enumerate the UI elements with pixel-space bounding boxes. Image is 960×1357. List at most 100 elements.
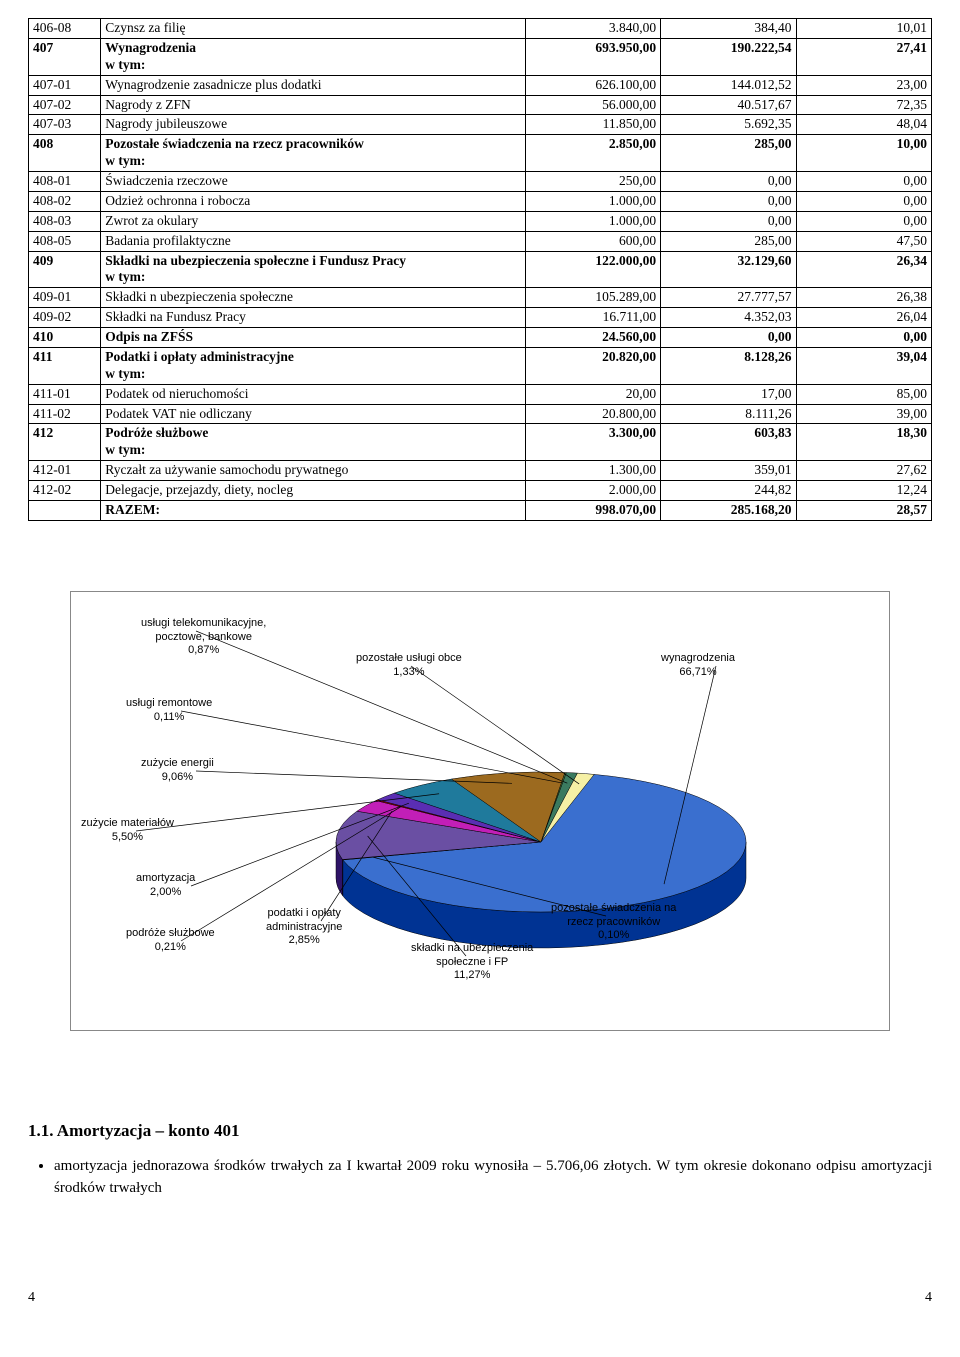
cell-code: 412 bbox=[29, 424, 101, 461]
cell-name: Składki n ubezpieczenia społeczne bbox=[101, 288, 525, 308]
cell-code: 411-02 bbox=[29, 404, 101, 424]
cell-name: Wynagrodzeniaw tym: bbox=[101, 38, 525, 75]
cell-code: 408-05 bbox=[29, 231, 101, 251]
cell-name: Zwrot za okulary bbox=[101, 211, 525, 231]
cell-v2: 384,40 bbox=[661, 19, 796, 39]
table-row: 411Podatki i opłaty administracyjnew tym… bbox=[29, 347, 932, 384]
section-heading: 1.1. Amortyzacja – konto 401 bbox=[28, 1121, 932, 1141]
cell-v3: 72,35 bbox=[796, 95, 931, 115]
cell-v1: 600,00 bbox=[525, 231, 660, 251]
cell-v1: 3.840,00 bbox=[525, 19, 660, 39]
cell-v2: 0,00 bbox=[661, 211, 796, 231]
cell-v1: 16.711,00 bbox=[525, 308, 660, 328]
cell-code: 409 bbox=[29, 251, 101, 288]
cell-v2: 4.352,03 bbox=[661, 308, 796, 328]
cost-table-body: 406-08Czynsz za filię3.840,00384,4010,01… bbox=[29, 19, 932, 521]
cell-name: Nagrody jubileuszowe bbox=[101, 115, 525, 135]
chart-label: usługi remontowe 0,11% bbox=[126, 697, 212, 725]
chart-label: amortyzacja 2,00% bbox=[136, 872, 195, 900]
table-row: 408-02Odzież ochronna i robocza1.000,000… bbox=[29, 191, 932, 211]
cell-name: Podatek od nieruchomości bbox=[101, 384, 525, 404]
cell-v3: 26,04 bbox=[796, 308, 931, 328]
chart-label: zużycie energii 9,06% bbox=[141, 757, 214, 785]
table-row: 407-03Nagrody jubileuszowe11.850,005.692… bbox=[29, 115, 932, 135]
cell-v1: 998.070,00 bbox=[525, 500, 660, 520]
table-row: 407Wynagrodzeniaw tym:693.950,00190.222,… bbox=[29, 38, 932, 75]
cell-v2: 244,82 bbox=[661, 481, 796, 501]
cell-name: Wynagrodzenie zasadnicze plus dodatki bbox=[101, 75, 525, 95]
cell-name: Podatek VAT nie odliczany bbox=[101, 404, 525, 424]
cell-code: 410 bbox=[29, 328, 101, 348]
table-row: 408-05Badania profilaktyczne600,00285,00… bbox=[29, 231, 932, 251]
cell-v2: 5.692,35 bbox=[661, 115, 796, 135]
cell-code: 408 bbox=[29, 135, 101, 172]
cell-v2: 27.777,57 bbox=[661, 288, 796, 308]
cell-v3: 27,41 bbox=[796, 38, 931, 75]
cell-v3: 23,00 bbox=[796, 75, 931, 95]
cell-v2: 0,00 bbox=[661, 328, 796, 348]
cell-v3: 28,57 bbox=[796, 500, 931, 520]
cell-v3: 27,62 bbox=[796, 461, 931, 481]
cell-name: Świadczenia rzeczowe bbox=[101, 172, 525, 192]
cell-name: Badania profilaktyczne bbox=[101, 231, 525, 251]
cell-v3: 48,04 bbox=[796, 115, 931, 135]
cell-v1: 626.100,00 bbox=[525, 75, 660, 95]
table-row: 408-01Świadczenia rzeczowe250,000,000,00 bbox=[29, 172, 932, 192]
cell-v2: 603,83 bbox=[661, 424, 796, 461]
bullet-item: amortyzacja jednorazowa środków trwałych… bbox=[54, 1155, 932, 1200]
table-row: 409Składki na ubezpieczenia społeczne i … bbox=[29, 251, 932, 288]
table-row: 407-01Wynagrodzenie zasadnicze plus doda… bbox=[29, 75, 932, 95]
chart-label: składki na ubezpieczenia społeczne i FP … bbox=[411, 942, 533, 983]
cell-name: Odpis na ZFŚS bbox=[101, 328, 525, 348]
cell-v2: 144.012,52 bbox=[661, 75, 796, 95]
cell-v1: 250,00 bbox=[525, 172, 660, 192]
table-row: 409-01Składki n ubezpieczenia społeczne1… bbox=[29, 288, 932, 308]
cell-v3: 0,00 bbox=[796, 172, 931, 192]
chart-label: wynagrodzenia 66,71% bbox=[661, 652, 735, 680]
cell-v1: 1.000,00 bbox=[525, 191, 660, 211]
cell-v2: 40.517,67 bbox=[661, 95, 796, 115]
cell-name: Nagrody z ZFN bbox=[101, 95, 525, 115]
page-number-right: 4 bbox=[925, 1290, 932, 1306]
cell-v3: 10,00 bbox=[796, 135, 931, 172]
chart-label: pozostałe świadczenia na rzecz pracownik… bbox=[551, 902, 676, 943]
cell-code: 407-02 bbox=[29, 95, 101, 115]
chart-label: zużycie materiałów 5,50% bbox=[81, 817, 174, 845]
cell-v1: 24.560,00 bbox=[525, 328, 660, 348]
cell-v3: 0,00 bbox=[796, 211, 931, 231]
cell-v1: 2.850,00 bbox=[525, 135, 660, 172]
cell-v3: 18,30 bbox=[796, 424, 931, 461]
cell-name: Delegacje, przejazdy, diety, nocleg bbox=[101, 481, 525, 501]
cell-name: Składki na ubezpieczenia społeczne i Fun… bbox=[101, 251, 525, 288]
cell-name: Odzież ochronna i robocza bbox=[101, 191, 525, 211]
cell-code: 407 bbox=[29, 38, 101, 75]
cell-name: Ryczałt za używanie samochodu prywatnego bbox=[101, 461, 525, 481]
cell-code: 412-02 bbox=[29, 481, 101, 501]
cell-name: RAZEM: bbox=[101, 500, 525, 520]
cell-code: 408-01 bbox=[29, 172, 101, 192]
cell-v3: 39,00 bbox=[796, 404, 931, 424]
cell-v3: 47,50 bbox=[796, 231, 931, 251]
cell-v1: 693.950,00 bbox=[525, 38, 660, 75]
cell-v3: 10,01 bbox=[796, 19, 931, 39]
cell-name: Składki na Fundusz Pracy bbox=[101, 308, 525, 328]
cell-code: 411 bbox=[29, 347, 101, 384]
cell-v3: 12,24 bbox=[796, 481, 931, 501]
cell-v2: 0,00 bbox=[661, 172, 796, 192]
cell-v1: 1.300,00 bbox=[525, 461, 660, 481]
cell-code: 409-02 bbox=[29, 308, 101, 328]
cell-v2: 190.222,54 bbox=[661, 38, 796, 75]
chart-label: usługi telekomunikacyjne, pocztowe, bank… bbox=[141, 617, 266, 658]
chart-label: podróże służbowe 0,21% bbox=[126, 927, 215, 955]
table-row: 408Pozostałe świadczenia na rzecz pracow… bbox=[29, 135, 932, 172]
cell-v1: 20,00 bbox=[525, 384, 660, 404]
cell-v2: 8.111,26 bbox=[661, 404, 796, 424]
table-row: 410Odpis na ZFŚS24.560,000,000,00 bbox=[29, 328, 932, 348]
cell-v2: 359,01 bbox=[661, 461, 796, 481]
cell-v1: 1.000,00 bbox=[525, 211, 660, 231]
table-row: 407-02Nagrody z ZFN56.000,0040.517,6772,… bbox=[29, 95, 932, 115]
cell-v3: 26,34 bbox=[796, 251, 931, 288]
cell-v3: 85,00 bbox=[796, 384, 931, 404]
cell-v2: 8.128,26 bbox=[661, 347, 796, 384]
cell-code bbox=[29, 500, 101, 520]
